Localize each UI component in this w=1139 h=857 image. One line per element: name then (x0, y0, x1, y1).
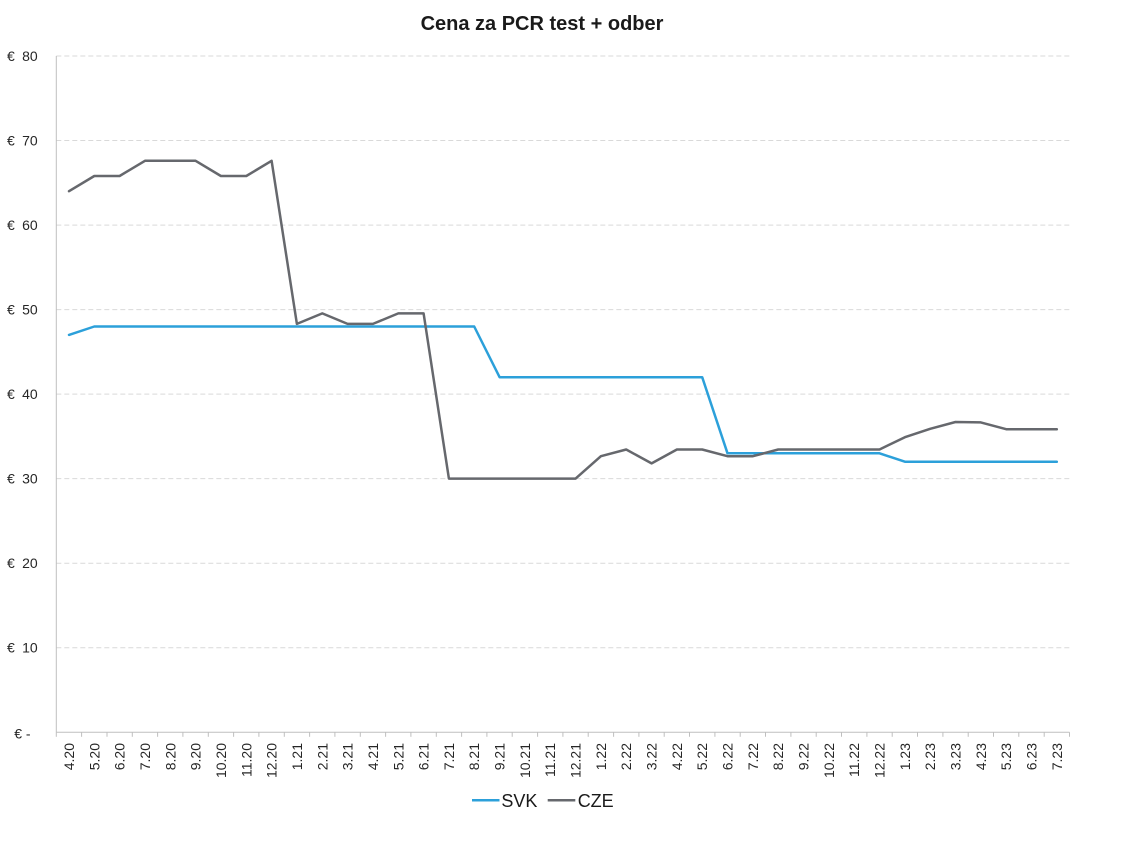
svg-text:11.22: 11.22 (846, 743, 862, 777)
svg-text:€: € (7, 48, 15, 64)
svg-text:10: 10 (22, 640, 38, 656)
svg-text:3.23: 3.23 (948, 743, 964, 770)
svg-text:€: € (7, 386, 15, 402)
svg-text:€: € (7, 217, 15, 233)
svg-text:6.23: 6.23 (1024, 743, 1040, 770)
svg-text:€: € (7, 302, 15, 318)
svg-text:4.21: 4.21 (365, 743, 381, 770)
svg-text:9.20: 9.20 (188, 743, 204, 770)
svg-text:60: 60 (22, 217, 38, 233)
svg-text:2.22: 2.22 (618, 743, 634, 770)
svg-text:6.20: 6.20 (112, 743, 128, 770)
svg-text:2.21: 2.21 (314, 743, 330, 770)
svg-text:10.22: 10.22 (821, 743, 837, 778)
svg-text:70: 70 (22, 133, 38, 149)
svg-text:11.21: 11.21 (542, 743, 558, 777)
svg-text:6.21: 6.21 (416, 743, 432, 770)
svg-text:€: € (7, 640, 15, 656)
svg-text:30: 30 (22, 471, 38, 487)
svg-text:€: € (7, 471, 15, 487)
svg-text:5.20: 5.20 (86, 743, 102, 770)
svg-text:9.21: 9.21 (492, 743, 508, 770)
svg-text:80: 80 (22, 48, 38, 64)
svg-text:3.22: 3.22 (644, 743, 660, 770)
svg-text:12.22: 12.22 (872, 743, 888, 778)
svg-text:12.20: 12.20 (264, 743, 280, 778)
svg-text:5.23: 5.23 (998, 743, 1014, 770)
svg-text:50: 50 (22, 302, 38, 318)
svg-text:20: 20 (22, 555, 38, 571)
svg-text:8.20: 8.20 (162, 743, 178, 770)
svg-text:4.23: 4.23 (973, 743, 989, 770)
svg-text:€ -: € - (14, 726, 31, 742)
svg-text:8.22: 8.22 (770, 743, 786, 770)
svg-text:€: € (7, 555, 15, 571)
svg-text:10.20: 10.20 (213, 743, 229, 778)
svg-text:2.23: 2.23 (922, 743, 938, 770)
svg-text:3.21: 3.21 (340, 743, 356, 770)
svg-text:4.22: 4.22 (669, 743, 685, 770)
svg-text:7.21: 7.21 (441, 743, 457, 770)
svg-text:SVK: SVK (501, 791, 537, 811)
svg-text:7.20: 7.20 (137, 743, 153, 770)
svg-text:7.22: 7.22 (745, 743, 761, 770)
svg-text:5.21: 5.21 (390, 743, 406, 770)
svg-text:5.22: 5.22 (694, 743, 710, 770)
svg-text:12.21: 12.21 (568, 743, 584, 778)
svg-text:Cena za PCR test + odber: Cena za PCR test + odber (421, 13, 664, 35)
svg-text:CZE: CZE (578, 791, 614, 811)
svg-text:40: 40 (22, 386, 38, 402)
svg-text:9.22: 9.22 (796, 743, 812, 770)
svg-text:10.21: 10.21 (517, 743, 533, 778)
svg-text:1.23: 1.23 (897, 743, 913, 770)
svg-text:4.20: 4.20 (61, 743, 77, 770)
svg-text:7.23: 7.23 (1049, 743, 1065, 770)
svg-text:6.22: 6.22 (720, 743, 736, 770)
svg-text:8.21: 8.21 (466, 743, 482, 770)
svg-text:11.20: 11.20 (238, 743, 254, 777)
svg-text:1.21: 1.21 (289, 743, 305, 770)
svg-text:1.22: 1.22 (593, 743, 609, 770)
svg-text:€: € (7, 133, 15, 149)
